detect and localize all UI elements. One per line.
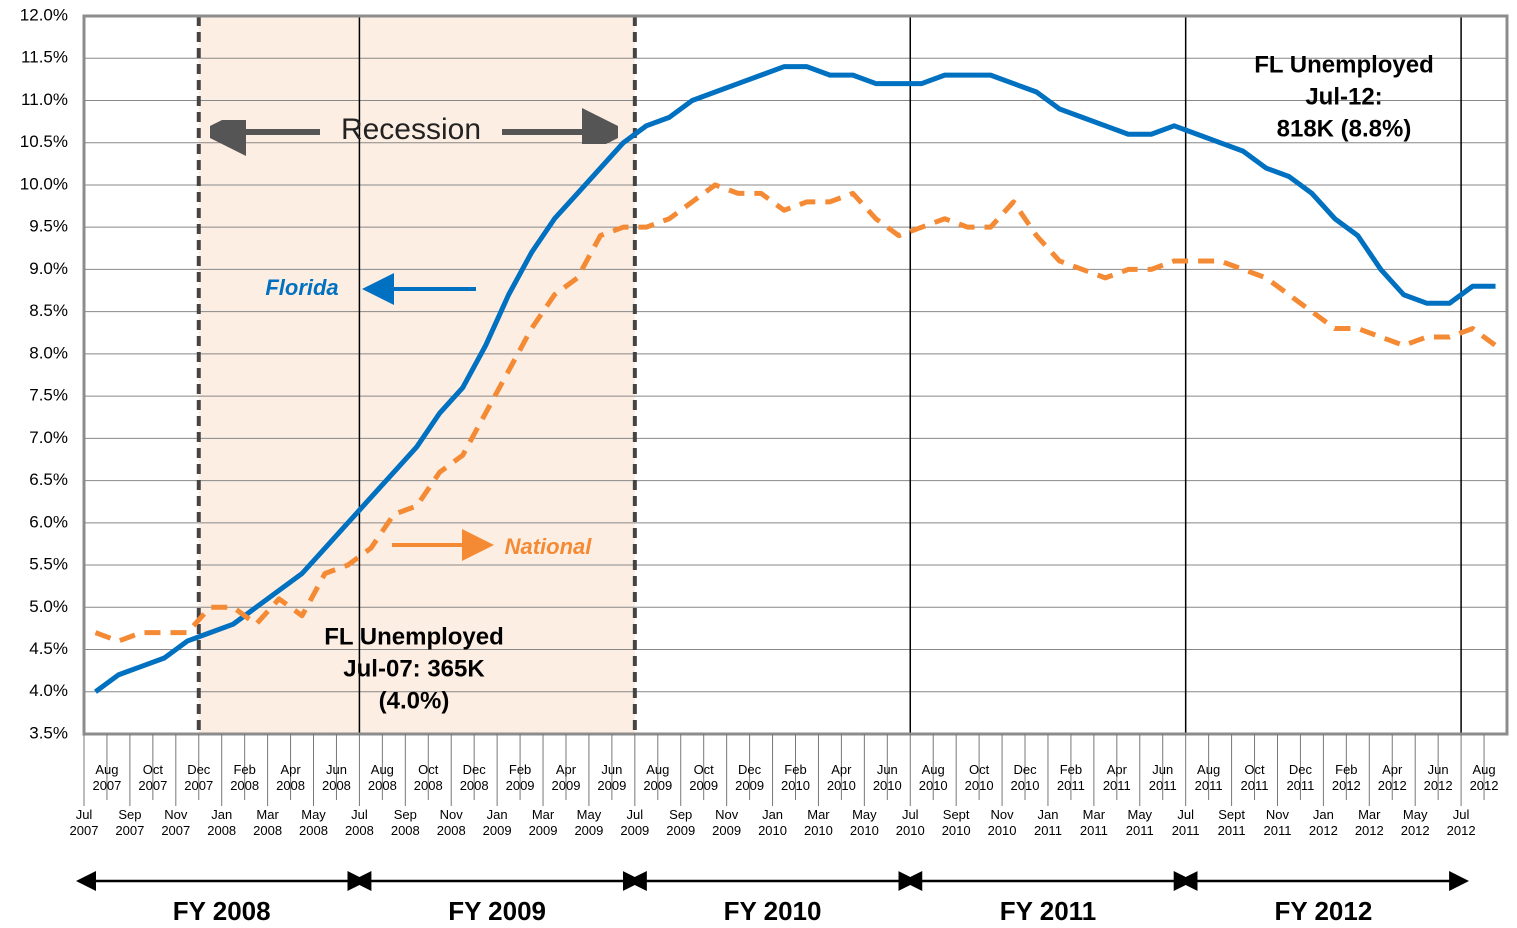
x-tick-label: Feb 2010 [781, 762, 810, 793]
annotation: (4.0%) [379, 687, 450, 714]
x-tick-label: Jun 2009 [597, 762, 627, 793]
series-line [94, 182, 1498, 644]
annotation: Jul-07: 365K [343, 655, 485, 682]
x-tick-label: Dec 2010 [1010, 762, 1040, 793]
x-tick-label: Jul 2008 [344, 807, 374, 838]
y-tick-label: 9.0% [29, 259, 68, 278]
y-tick-label: 9.5% [29, 217, 68, 236]
x-tick-label: Jan 2011 [1033, 807, 1062, 838]
series-line [93, 64, 1496, 694]
x-tick-label: Nov 2007 [161, 807, 191, 838]
x-tick-label: Jul 2012 [1446, 807, 1476, 838]
y-tick-label: 4.0% [29, 681, 68, 700]
y-tick-label: 5.0% [29, 597, 68, 616]
x-tick-label: Mar 2009 [528, 807, 558, 838]
x-tick-label: Sep 2007 [115, 807, 145, 838]
annotation: Jul-12: [1305, 83, 1382, 110]
x-tick-label: Jun 2012 [1423, 762, 1453, 793]
series-label: National [505, 534, 593, 559]
x-tick-label: Apr 2010 [826, 762, 856, 793]
y-tick-label: 12.0% [20, 5, 68, 24]
x-tick-label: Apr 2009 [551, 762, 581, 793]
fy-label: FY 2008 [173, 896, 271, 926]
x-tick-label: Sep 2008 [390, 807, 420, 838]
y-tick-label: 7.0% [29, 428, 68, 447]
x-tick-label: Oct 2010 [964, 762, 994, 793]
x-tick-label: Nov 2010 [987, 807, 1017, 838]
y-tick-label: 11.0% [21, 90, 68, 109]
x-tick-label: Nov 2009 [712, 807, 742, 838]
annotation: FL Unemployed [1254, 51, 1434, 78]
x-tick-label: Sept 2010 [941, 807, 971, 838]
x-tick-label: May 2010 [849, 807, 879, 838]
x-tick-label: May 2008 [299, 807, 328, 838]
x-tick-label: Jun 2011 [1148, 762, 1177, 793]
y-tick-label: 10.5% [20, 132, 68, 151]
x-tick-label: Oct 2009 [689, 762, 719, 793]
x-tick-label: Jul 2009 [620, 807, 650, 838]
x-tick-label: Dec 2009 [735, 762, 765, 793]
x-tick-label: Jul 2011 [1171, 807, 1200, 838]
x-tick-label: Oct 2011 [1240, 762, 1269, 793]
x-tick-label: Feb 2009 [505, 762, 535, 793]
fy-label: FY 2009 [448, 896, 546, 926]
x-tick-label: Feb 2012 [1331, 762, 1361, 793]
fy-label: FY 2011 [1000, 896, 1096, 926]
y-tick-label: 6.5% [29, 470, 68, 489]
x-tick-label: Mar 2008 [253, 807, 283, 838]
x-tick-label: Oct 2007 [138, 762, 168, 793]
x-tick-label: Nov 2008 [436, 807, 466, 838]
x-tick-label: Apr 2008 [276, 762, 306, 793]
fy-label: FY 2012 [1274, 896, 1372, 926]
y-tick-label: 10.0% [20, 174, 68, 193]
annotation: 818K (8.8%) [1277, 115, 1412, 142]
x-tick-label: Dec 2008 [459, 762, 489, 793]
x-tick-label: Jan 2009 [482, 807, 512, 838]
y-tick-label: 3.5% [29, 723, 68, 742]
x-tick-label: Jul 2007 [69, 807, 99, 838]
series-label: Florida [265, 275, 338, 300]
recession-label: Recession [341, 113, 481, 146]
y-tick-label: 6.0% [29, 512, 68, 531]
x-tick-label: Apr 2011 [1102, 762, 1131, 793]
x-tick-label: Jan 2010 [758, 807, 787, 838]
x-tick-label: Aug 2012 [1469, 762, 1499, 793]
x-tick-label: May 2011 [1125, 807, 1154, 838]
y-tick-label: 8.5% [29, 301, 68, 320]
y-tick-label: 8.0% [29, 343, 68, 362]
x-tick-label: Feb 2008 [230, 762, 260, 793]
y-tick-label: 5.5% [29, 555, 68, 574]
y-tick-label: 4.5% [29, 639, 68, 658]
x-tick-label: Nov 2011 [1263, 807, 1292, 838]
x-tick-label: Apr 2012 [1377, 762, 1407, 793]
recession-band [198, 16, 635, 734]
x-tick-label: Aug 2008 [367, 762, 397, 793]
x-tick-label: Jun 2010 [872, 762, 902, 793]
x-tick-label: May 2009 [574, 807, 604, 838]
x-tick-label: Mar 2011 [1079, 807, 1108, 838]
x-tick-label: Mar 2012 [1354, 807, 1384, 838]
x-tick-label: Jul 2010 [895, 807, 925, 838]
x-tick-label: Mar 2010 [803, 807, 833, 838]
x-tick-label: Aug 2011 [1194, 762, 1223, 793]
x-tick-label: Jun 2008 [321, 762, 351, 793]
y-tick-label: 7.5% [29, 386, 68, 405]
x-tick-label: May 2012 [1400, 807, 1430, 838]
x-tick-label: Oct 2008 [413, 762, 443, 793]
x-tick-label: Sep 2009 [666, 807, 696, 838]
x-tick-label: Dec 2007 [184, 762, 214, 793]
annotation: FL Unemployed [324, 623, 504, 650]
x-tick-label: Aug 2010 [918, 762, 948, 793]
x-tick-label: Jan 2012 [1308, 807, 1338, 838]
x-tick-label: Aug 2009 [643, 762, 673, 793]
y-tick-label: 11.5% [21, 48, 68, 67]
x-tick-label: Sept 2011 [1217, 807, 1246, 838]
fy-label: FY 2010 [724, 896, 822, 926]
x-tick-label: Aug 2007 [92, 762, 122, 793]
x-tick-label: Jan 2008 [207, 807, 237, 838]
x-tick-label: Feb 2011 [1056, 762, 1085, 793]
x-tick-label: Dec 2011 [1286, 762, 1315, 793]
